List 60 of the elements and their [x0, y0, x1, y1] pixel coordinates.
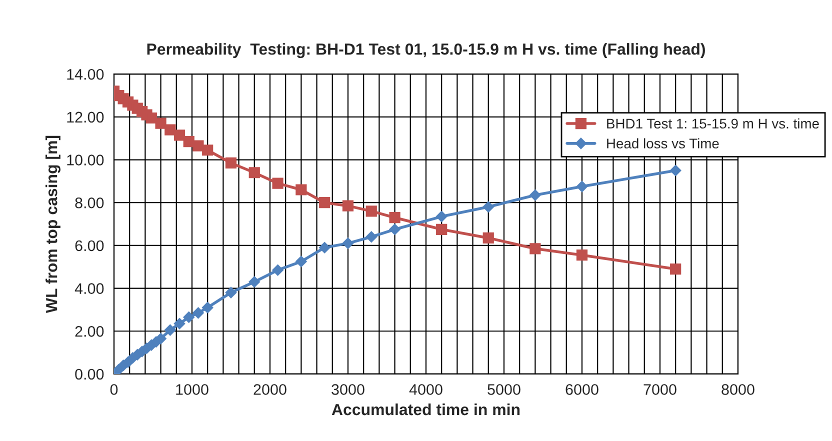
point [183, 312, 194, 323]
point [389, 224, 400, 235]
legend-label: BHD1 Test 1: 15-15.9 m H vs. time [607, 118, 819, 129]
x-axis-title: Accumulated time in min [332, 403, 520, 416]
x-tick-label: 1000 [176, 384, 208, 395]
point [482, 201, 494, 212]
point [482, 232, 494, 244]
point [389, 212, 400, 224]
point [436, 210, 448, 222]
point [530, 190, 541, 201]
point [164, 324, 176, 336]
chart-title: Permeability Testing: BH-D1 Test 01, 15.0-15.9 m H vs. time (Falling head) [147, 43, 705, 58]
x-tick-label: 7000 [644, 384, 676, 395]
point [164, 124, 176, 136]
y-tick-label: 4.00 [74, 283, 104, 294]
point [576, 180, 588, 192]
y-tick-label: 0.00 [75, 368, 104, 380]
point [436, 224, 448, 235]
point [296, 256, 307, 268]
point [272, 264, 284, 276]
y-tick-label: 10.00 [67, 154, 104, 166]
legend-label: Head loss vs Time [607, 138, 719, 148]
point [192, 140, 204, 152]
y-axis-title: WL from top casing [m] [46, 136, 60, 314]
y-tick-label: 14.00 [67, 68, 104, 80]
y-tick-label: 12.00 [67, 112, 104, 123]
point [576, 250, 588, 261]
point [530, 243, 541, 254]
x-tick-label: 5000 [488, 384, 520, 395]
point [155, 118, 166, 129]
point [670, 263, 682, 275]
point [146, 112, 157, 124]
point [342, 238, 354, 249]
point [248, 167, 260, 178]
x-tick-label: 6000 [566, 384, 598, 395]
point [174, 130, 186, 141]
x-tick-label: 0 [110, 384, 118, 395]
point [366, 206, 377, 217]
point [202, 302, 214, 314]
point [366, 231, 377, 242]
point [248, 276, 260, 288]
y-tick-label: 8.00 [75, 197, 104, 208]
point [296, 184, 307, 196]
point [225, 157, 237, 169]
point [272, 178, 284, 189]
y-tick-label: 2.00 [75, 326, 104, 337]
x-tick-label: 3000 [332, 384, 364, 395]
point [202, 144, 214, 156]
point [174, 318, 186, 330]
point [225, 286, 237, 298]
point [155, 333, 166, 344]
x-tick-label: 2000 [254, 384, 286, 395]
point [192, 307, 204, 319]
point [319, 197, 330, 208]
point [318, 242, 330, 254]
y-tick-label: 6.00 [75, 240, 104, 252]
point [670, 164, 682, 176]
x-tick-label: 4000 [409, 384, 442, 395]
x-tick-label: 8000 [722, 384, 754, 395]
point [342, 200, 354, 212]
